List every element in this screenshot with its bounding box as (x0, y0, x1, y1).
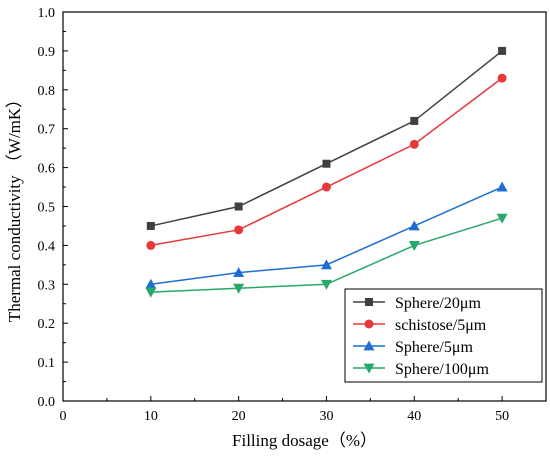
legend-item: schistose/5μm (353, 317, 487, 334)
data-point (146, 240, 156, 250)
legend-label: Sphere/5μm (395, 339, 473, 356)
legend-marker (363, 340, 375, 351)
data-point (320, 279, 332, 290)
data-point (145, 287, 157, 298)
series-2 (145, 181, 508, 289)
series-3 (145, 213, 508, 298)
y-tick-label: 0.8 (38, 84, 56, 99)
data-point (496, 213, 508, 224)
legend-marker (363, 363, 375, 374)
data-point (234, 202, 243, 211)
y-tick-label: 0.7 (38, 123, 56, 138)
legend-label: Sphere/100μm (395, 361, 489, 378)
data-point (498, 46, 507, 55)
x-tick-label: 10 (144, 409, 158, 424)
legend-item: Sphere/5μm (353, 339, 473, 356)
y-tick-label: 0.6 (38, 162, 56, 177)
legend-label: schistose/5μm (395, 317, 487, 334)
series-0 (146, 46, 507, 230)
y-tick-label: 0.3 (38, 278, 56, 293)
y-tick-label: 0.2 (38, 317, 56, 332)
data-point (322, 159, 331, 168)
legend-item: Sphere/100μm (353, 361, 489, 378)
legend-box (344, 288, 543, 383)
y-tick-label: 0.1 (38, 356, 56, 371)
data-point (146, 221, 155, 230)
data-point (233, 267, 245, 278)
data-point (410, 116, 419, 125)
legend-item: Sphere/20μm (353, 295, 481, 312)
data-point (145, 278, 157, 289)
y-tick-label: 1.0 (38, 6, 56, 21)
y-tick-label: 0.9 (38, 45, 56, 60)
data-point (409, 139, 419, 149)
legend-marker (364, 319, 374, 329)
series-1 (146, 73, 507, 250)
y-tick-label: 0.5 (38, 201, 56, 216)
data-point (497, 73, 507, 83)
data-point (234, 225, 244, 235)
x-tick-label: 40 (407, 409, 421, 424)
data-point (408, 241, 420, 251)
y-axis-label: Thermal conductivity （W/mK） (5, 91, 24, 322)
data-point (320, 259, 332, 270)
legend-label: Sphere/20μm (395, 295, 481, 312)
data-point (321, 182, 331, 192)
y-tick-label: 0.0 (38, 395, 56, 410)
x-axis-label: Filling dosage（%） (232, 431, 377, 450)
x-tick-label: 30 (319, 409, 333, 424)
data-point (496, 181, 508, 192)
y-tick-label: 0.4 (38, 239, 56, 254)
series-line (150, 50, 503, 227)
data-point (408, 220, 420, 231)
data-point (233, 283, 245, 294)
x-tick-label: 50 (495, 409, 509, 424)
x-tick-label: 0 (60, 409, 67, 424)
legend-marker (365, 298, 373, 306)
x-tick-label: 20 (232, 409, 246, 424)
